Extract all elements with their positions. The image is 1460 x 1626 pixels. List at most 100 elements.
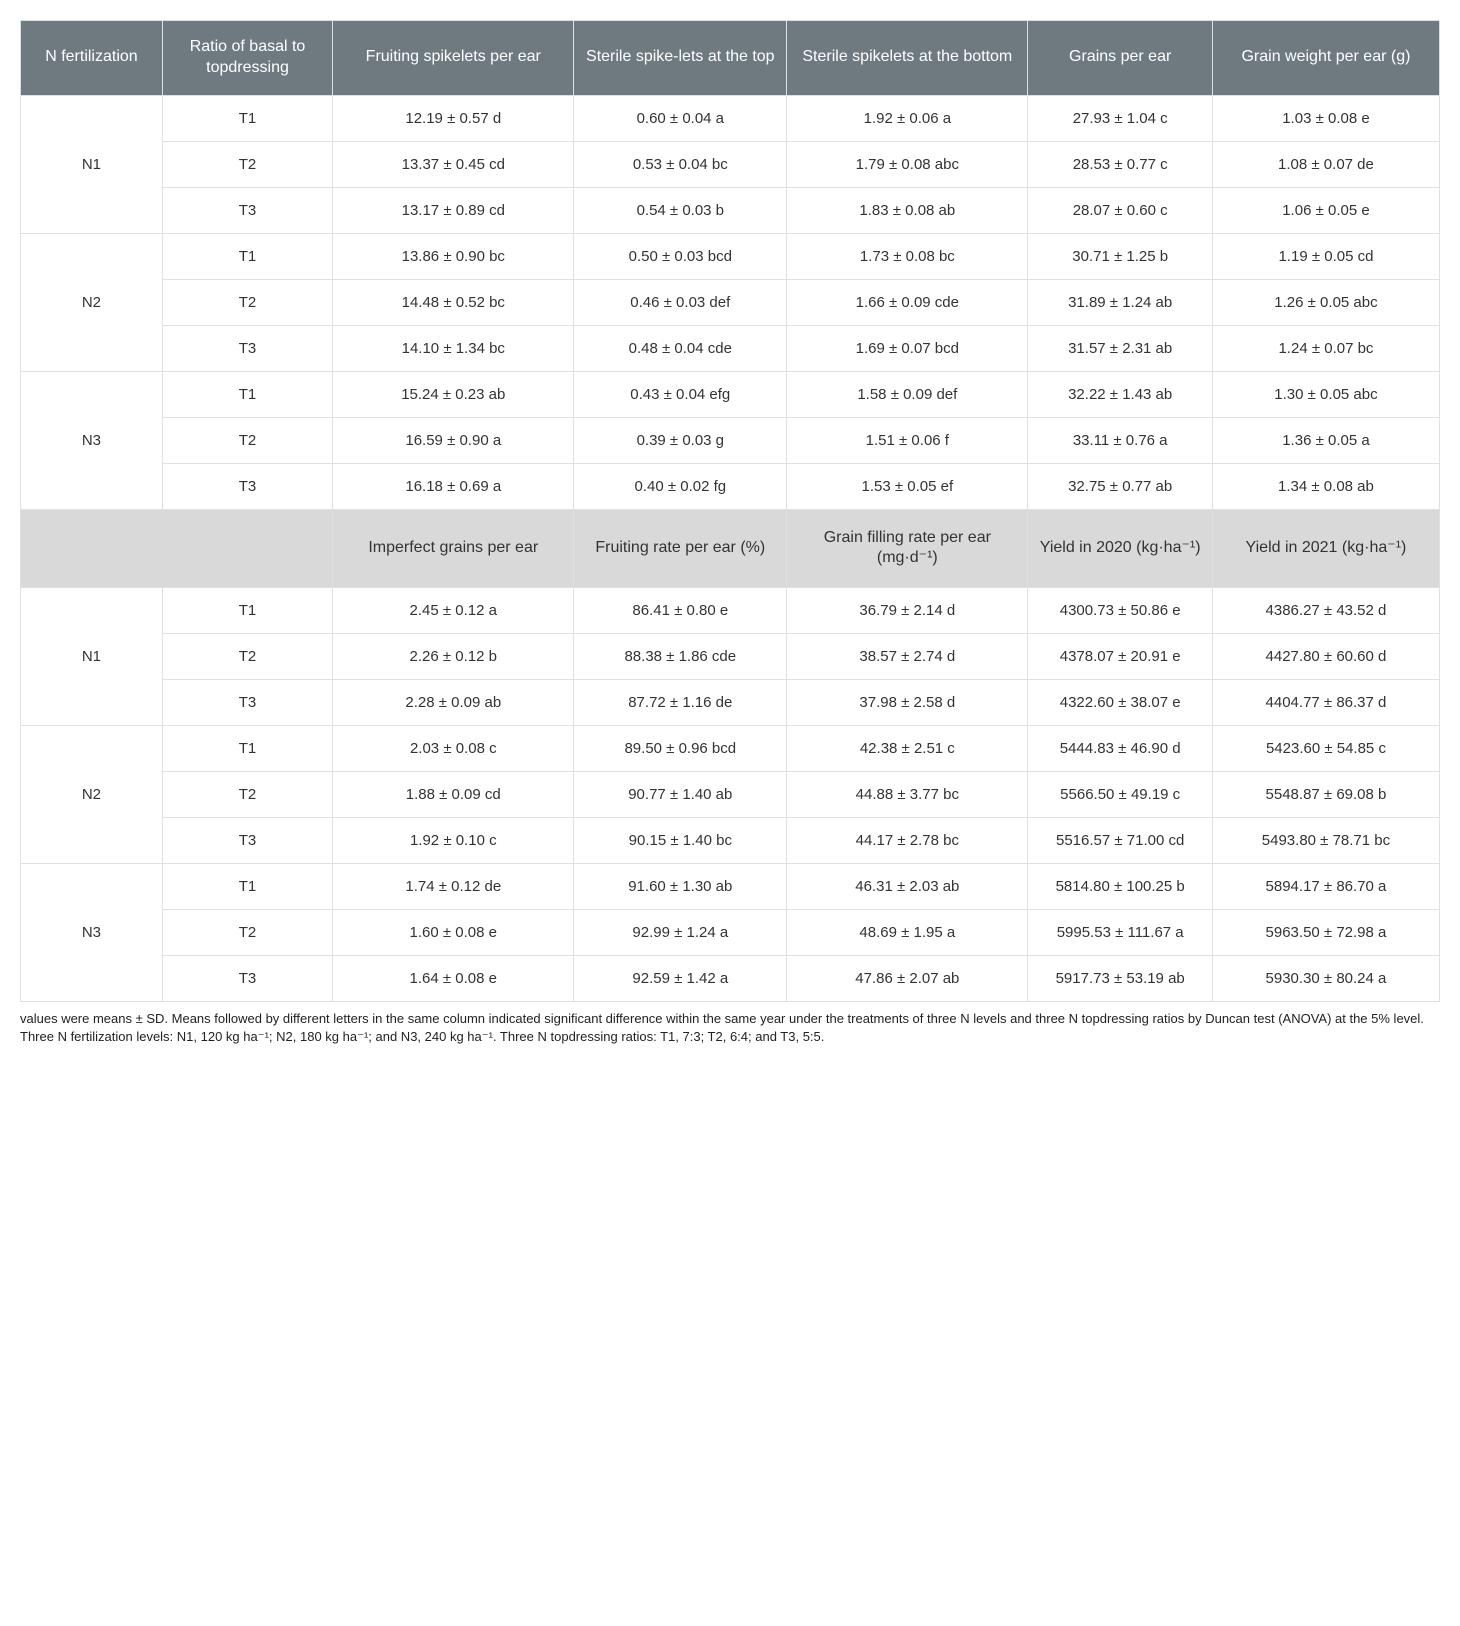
cell-value: 91.60 ± 1.30 ab — [574, 864, 787, 910]
cell-value: 1.06 ± 0.05 e — [1212, 187, 1439, 233]
cell-value: 31.57 ± 2.31 ab — [1028, 325, 1212, 371]
cell-value: 5423.60 ± 54.85 c — [1212, 726, 1439, 772]
cell-ratio: T3 — [162, 956, 332, 1002]
cell-ratio: T1 — [162, 233, 332, 279]
header-sterile-top: Sterile spike-lets at the top — [574, 21, 787, 96]
cell-value: 5995.53 ± 111.67 a — [1028, 910, 1212, 956]
table-row: T214.48 ± 0.52 bc0.46 ± 0.03 def1.66 ± 0… — [21, 279, 1440, 325]
table-row: N1T12.45 ± 0.12 a86.41 ± 0.80 e36.79 ± 2… — [21, 588, 1440, 634]
subheader-fruiting-rate: Fruiting rate per ear (%) — [574, 509, 787, 588]
cell-value: 30.71 ± 1.25 b — [1028, 233, 1212, 279]
table-subheader-row: Imperfect grains per ear Fruiting rate p… — [21, 509, 1440, 588]
cell-value: 5444.83 ± 46.90 d — [1028, 726, 1212, 772]
cell-value: 1.58 ± 0.09 def — [787, 371, 1028, 417]
cell-ratio: T3 — [162, 187, 332, 233]
cell-value: 46.31 ± 2.03 ab — [787, 864, 1028, 910]
cell-value: 5814.80 ± 100.25 b — [1028, 864, 1212, 910]
subheader-yield-2020: Yield in 2020 (kg·ha⁻¹) — [1028, 509, 1212, 588]
data-table: N fertilization Ratio of basal to topdre… — [20, 20, 1440, 1002]
cell-ratio: T3 — [162, 680, 332, 726]
cell-value: 4378.07 ± 20.91 e — [1028, 634, 1212, 680]
cell-value: 1.92 ± 0.10 c — [333, 818, 574, 864]
cell-value: 1.64 ± 0.08 e — [333, 956, 574, 1002]
cell-ratio: T1 — [162, 371, 332, 417]
cell-value: 28.53 ± 0.77 c — [1028, 141, 1212, 187]
cell-n-fert: N1 — [21, 588, 163, 726]
cell-value: 1.53 ± 0.05 ef — [787, 463, 1028, 509]
cell-value: 4404.77 ± 86.37 d — [1212, 680, 1439, 726]
cell-value: 1.19 ± 0.05 cd — [1212, 233, 1439, 279]
subheader-imperfect: Imperfect grains per ear — [333, 509, 574, 588]
cell-value: 5930.30 ± 80.24 a — [1212, 956, 1439, 1002]
cell-value: 4300.73 ± 50.86 e — [1028, 588, 1212, 634]
cell-value: 44.88 ± 3.77 bc — [787, 772, 1028, 818]
cell-ratio: T2 — [162, 417, 332, 463]
cell-ratio: T2 — [162, 279, 332, 325]
cell-ratio: T3 — [162, 818, 332, 864]
cell-value: 1.73 ± 0.08 bc — [787, 233, 1028, 279]
cell-value: 4386.27 ± 43.52 d — [1212, 588, 1439, 634]
cell-value: 1.60 ± 0.08 e — [333, 910, 574, 956]
cell-value: 1.88 ± 0.09 cd — [333, 772, 574, 818]
cell-value: 13.37 ± 0.45 cd — [333, 141, 574, 187]
cell-value: 28.07 ± 0.60 c — [1028, 187, 1212, 233]
cell-ratio: T1 — [162, 864, 332, 910]
cell-value: 1.92 ± 0.06 a — [787, 95, 1028, 141]
cell-ratio: T3 — [162, 463, 332, 509]
cell-value: 92.59 ± 1.42 a — [574, 956, 787, 1002]
cell-value: 12.19 ± 0.57 d — [333, 95, 574, 141]
header-n-fert: N fertilization — [21, 21, 163, 96]
table-row: T316.18 ± 0.69 a0.40 ± 0.02 fg1.53 ± 0.0… — [21, 463, 1440, 509]
cell-value: 0.39 ± 0.03 g — [574, 417, 787, 463]
cell-ratio: T2 — [162, 141, 332, 187]
cell-value: 33.11 ± 0.76 a — [1028, 417, 1212, 463]
cell-value: 2.03 ± 0.08 c — [333, 726, 574, 772]
cell-value: 13.86 ± 0.90 bc — [333, 233, 574, 279]
cell-value: 1.66 ± 0.09 cde — [787, 279, 1028, 325]
table-row: T32.28 ± 0.09 ab87.72 ± 1.16 de37.98 ± 2… — [21, 680, 1440, 726]
cell-value: 32.22 ± 1.43 ab — [1028, 371, 1212, 417]
header-ratio: Ratio of basal to topdressing — [162, 21, 332, 96]
header-grains-per-ear: Grains per ear — [1028, 21, 1212, 96]
table-header-top: N fertilization Ratio of basal to topdre… — [21, 21, 1440, 96]
cell-value: 1.03 ± 0.08 e — [1212, 95, 1439, 141]
cell-ratio: T1 — [162, 95, 332, 141]
table-row: N2T113.86 ± 0.90 bc0.50 ± 0.03 bcd1.73 ±… — [21, 233, 1440, 279]
cell-value: 1.83 ± 0.08 ab — [787, 187, 1028, 233]
cell-value: 86.41 ± 0.80 e — [574, 588, 787, 634]
cell-n-fert: N2 — [21, 233, 163, 371]
cell-value: 13.17 ± 0.89 cd — [333, 187, 574, 233]
cell-value: 14.10 ± 1.34 bc — [333, 325, 574, 371]
cell-value: 0.50 ± 0.03 bcd — [574, 233, 787, 279]
cell-value: 0.46 ± 0.03 def — [574, 279, 787, 325]
cell-value: 16.18 ± 0.69 a — [333, 463, 574, 509]
cell-n-fert: N3 — [21, 371, 163, 509]
table-footnote: values were means ± SD. Means followed b… — [20, 1010, 1440, 1046]
cell-value: 27.93 ± 1.04 c — [1028, 95, 1212, 141]
cell-value: 31.89 ± 1.24 ab — [1028, 279, 1212, 325]
table-row: T31.64 ± 0.08 e92.59 ± 1.42 a47.86 ± 2.0… — [21, 956, 1440, 1002]
cell-value: 1.34 ± 0.08 ab — [1212, 463, 1439, 509]
cell-value: 5516.57 ± 71.00 cd — [1028, 818, 1212, 864]
cell-value: 5917.73 ± 53.19 ab — [1028, 956, 1212, 1002]
cell-value: 90.77 ± 1.40 ab — [574, 772, 787, 818]
table-row: T313.17 ± 0.89 cd0.54 ± 0.03 b1.83 ± 0.0… — [21, 187, 1440, 233]
cell-ratio: T1 — [162, 588, 332, 634]
table-body-bottom: N1T12.45 ± 0.12 a86.41 ± 0.80 e36.79 ± 2… — [21, 588, 1440, 1002]
cell-ratio: T3 — [162, 325, 332, 371]
cell-value: 89.50 ± 0.96 bcd — [574, 726, 787, 772]
cell-value: 4322.60 ± 38.07 e — [1028, 680, 1212, 726]
table-row: N3T11.74 ± 0.12 de91.60 ± 1.30 ab46.31 ±… — [21, 864, 1440, 910]
cell-value: 5493.80 ± 78.71 bc — [1212, 818, 1439, 864]
subheader-filling-rate: Grain filling rate per ear (mg·d⁻¹) — [787, 509, 1028, 588]
cell-value: 32.75 ± 0.77 ab — [1028, 463, 1212, 509]
cell-value: 1.79 ± 0.08 abc — [787, 141, 1028, 187]
table-row: T216.59 ± 0.90 a0.39 ± 0.03 g1.51 ± 0.06… — [21, 417, 1440, 463]
cell-value: 0.48 ± 0.04 cde — [574, 325, 787, 371]
table-row: T22.26 ± 0.12 b88.38 ± 1.86 cde38.57 ± 2… — [21, 634, 1440, 680]
cell-value: 2.26 ± 0.12 b — [333, 634, 574, 680]
cell-value: 38.57 ± 2.74 d — [787, 634, 1028, 680]
table-row: N1T112.19 ± 0.57 d0.60 ± 0.04 a1.92 ± 0.… — [21, 95, 1440, 141]
cell-n-fert: N3 — [21, 864, 163, 1002]
cell-value: 5894.17 ± 86.70 a — [1212, 864, 1439, 910]
